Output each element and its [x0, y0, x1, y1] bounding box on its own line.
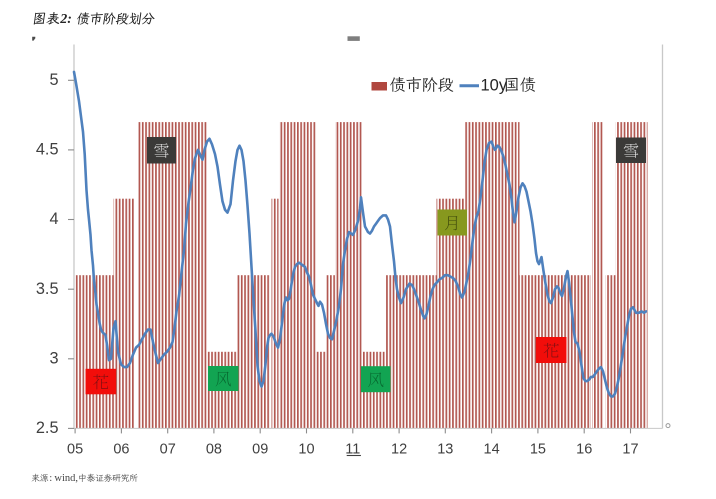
svg-text:14: 14 — [484, 442, 500, 458]
svg-text:3.5: 3.5 — [36, 280, 59, 298]
svg-text:10y: 10y — [481, 77, 508, 95]
svg-text:15: 15 — [530, 442, 546, 458]
svg-text:11: 11 — [345, 442, 360, 458]
svg-text:2:: 2: — [59, 12, 72, 27]
svg-text:16: 16 — [576, 442, 592, 458]
svg-text:4: 4 — [49, 210, 58, 228]
svg-text:10: 10 — [298, 442, 314, 458]
svg-text:12: 12 — [391, 442, 407, 458]
svg-text:4.5: 4.5 — [36, 141, 59, 159]
svg-text:2.5: 2.5 — [36, 419, 59, 437]
svg-text:17: 17 — [622, 442, 638, 458]
svg-text:13: 13 — [437, 442, 453, 458]
svg-text:05: 05 — [67, 442, 83, 458]
svg-text:09: 09 — [252, 442, 268, 458]
svg-text::: : — [49, 473, 52, 484]
svg-text:3: 3 — [49, 350, 58, 368]
svg-text:07: 07 — [160, 442, 176, 458]
svg-text:wind,: wind, — [54, 473, 78, 484]
svg-text:08: 08 — [206, 442, 222, 458]
svg-text:5: 5 — [49, 71, 58, 89]
svg-text:06: 06 — [113, 442, 129, 458]
